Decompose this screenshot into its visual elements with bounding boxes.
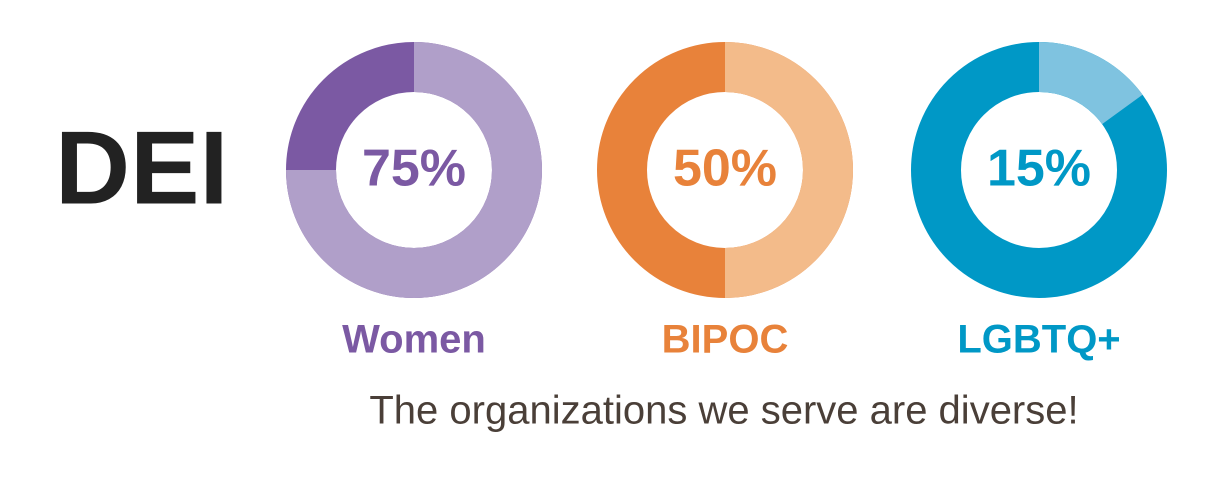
donut-segment	[1038, 42, 1143, 125]
page-title: DEI	[55, 110, 228, 226]
caption: The organizations we serve are diverse!	[369, 389, 1078, 433]
donut-segment	[286, 42, 542, 298]
value-label: 50%	[673, 140, 777, 198]
donut-title: BIPOC	[662, 318, 789, 362]
donut-title: Women	[342, 318, 486, 362]
value-label: 75%	[362, 140, 466, 198]
donut-segment	[724, 42, 853, 298]
donut-title: LGBTQ+	[957, 318, 1120, 362]
value-label: 15%	[987, 140, 1091, 198]
